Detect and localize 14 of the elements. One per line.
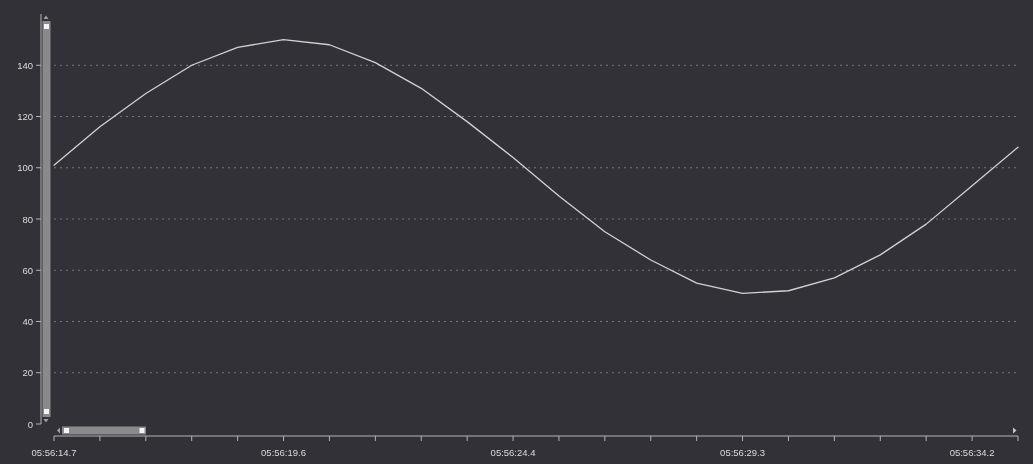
- x-tick-label: 05:56:34.2: [949, 446, 995, 458]
- x-tick-label: 05:56:29.3: [720, 446, 766, 458]
- y-tick-label: 60: [22, 264, 33, 276]
- y-tick-label: 40: [22, 316, 33, 327]
- x-tick-label: 05:56:19.6: [261, 446, 306, 458]
- y-tick-label: 80: [22, 213, 33, 225]
- y-tick-label: 0: [27, 418, 33, 430]
- y-tick-label: 100: [17, 162, 33, 174]
- y-tick-label: 140: [17, 59, 33, 71]
- line-series: [53, 38, 1019, 294]
- y-tick-label: 120: [17, 111, 33, 122]
- x-tick-label: 05:56:24.4: [490, 446, 536, 458]
- x-tick-label: 05:56:14.7: [31, 446, 77, 458]
- y-tick-label: 20: [22, 367, 33, 379]
